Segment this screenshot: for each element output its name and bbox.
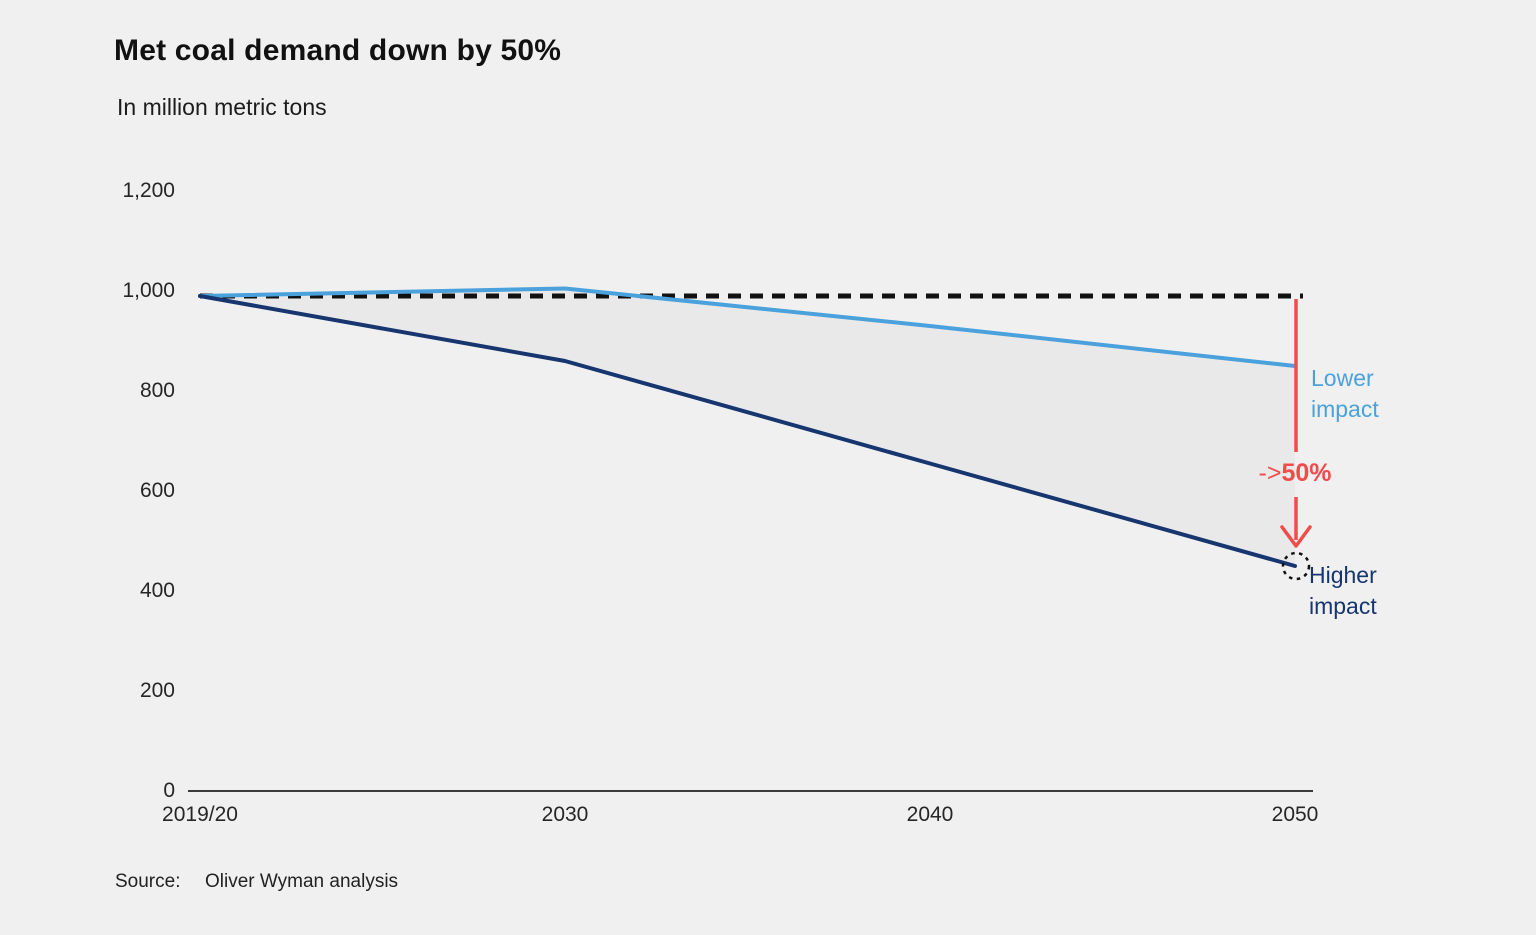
lower-impact-label: Lower impact [1311,365,1379,422]
higher-impact-line [198,294,1297,568]
chart-title: Met coal demand down by 50% [114,34,562,67]
y-tick-label: 400 [139,579,175,602]
y-tick-label: 0 [163,779,175,802]
endpoint-marker-circle [1281,551,1311,581]
x-tick-label: 2050 [1271,803,1319,826]
band-area [200,288,1295,566]
x-tick-label: 2040 [906,803,954,826]
x-tick-label: 2030 [541,803,589,826]
x-tick-label: 2019/20 [162,803,238,826]
chart-subtitle: In million metric tons [117,94,327,120]
arrow-down-icon [1280,525,1312,548]
source-text: Oliver Wyman analysis [205,871,399,892]
y-tick-label: 1,200 [122,179,175,202]
reduction-percentage-label: ->50% [1259,459,1332,488]
y-tick-label: 800 [139,379,175,402]
higher-impact-label: Higher impact [1309,562,1377,619]
source-label: Source: [115,871,181,892]
source-line: Source: Oliver Wyman analysis [115,871,398,893]
lower-impact-line [198,286,1297,368]
y-tick-label: 1,000 [122,279,175,302]
y-tick-label: 200 [139,679,175,702]
y-tick-label: 600 [139,479,175,502]
reduction-value-text: 50% [1281,459,1332,487]
reduction-arrow-text: -> [1258,459,1282,487]
